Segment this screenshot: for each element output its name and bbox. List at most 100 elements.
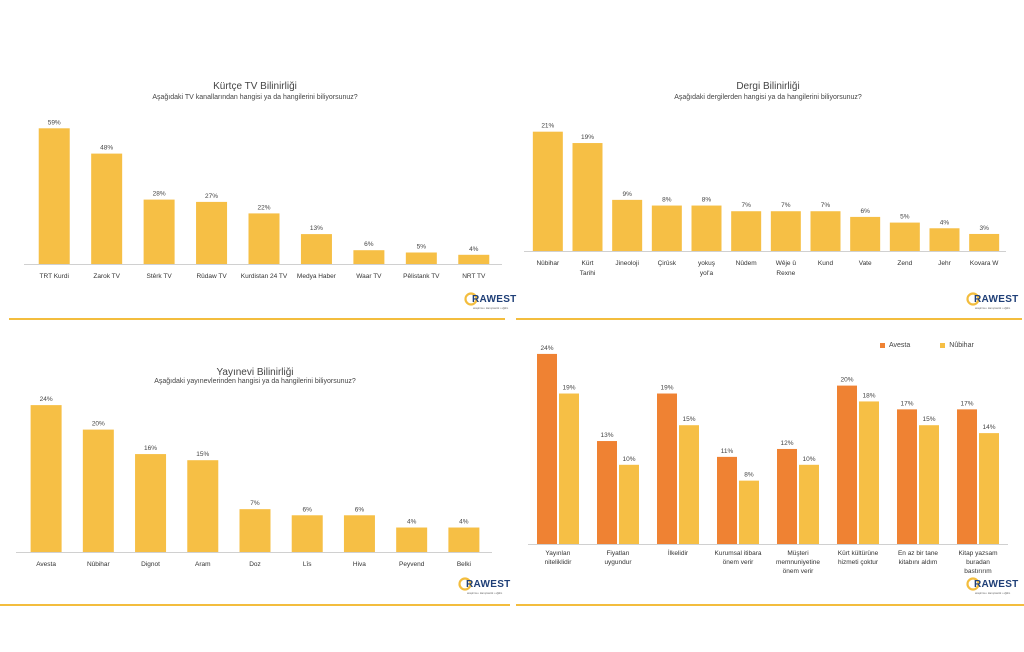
category-label-7: Kitap yazsam buradan bastırırım (958, 550, 997, 575)
tv-chart-title: Kürtçe TV Bilinirliği (213, 81, 297, 92)
category-label-1: Nûbihar (87, 561, 111, 568)
magazine-awareness-chart: 21% Nûbihar 19% Kürt Tarihi 9% Jineoloji 8% Çirû… (524, 123, 1006, 277)
rawest-logo-magazine: RAWEST araştırma • danışmanlık • eğitim (964, 290, 1018, 318)
bar-5 (291, 515, 323, 552)
bar-8 (448, 527, 480, 552)
nubihar-data-label-3: 8% (744, 472, 754, 479)
category-label-5: Nûdem (736, 260, 757, 267)
bar-5 (300, 234, 332, 264)
data-label-1: 19% (581, 134, 594, 141)
category-label-6: Waar TV (356, 273, 382, 280)
nubihar-data-label-7: 14% (982, 424, 995, 431)
data-label-5: 13% (310, 225, 323, 232)
category-label-1: Kürt Tarihi (580, 260, 596, 277)
bar-2 (143, 199, 175, 264)
nubihar-bar-4 (799, 464, 819, 544)
category-label-5: Lîs (303, 561, 312, 568)
bar-5 (731, 211, 762, 251)
category-label-1: Zarok TV (93, 273, 120, 280)
data-label-2: 16% (144, 445, 157, 452)
data-label-4: 22% (257, 204, 270, 211)
data-label-7: 4% (407, 519, 417, 526)
data-label-5: 7% (741, 202, 751, 209)
category-label-6: Hiva (353, 561, 366, 568)
bar-4 (691, 205, 722, 251)
separator-top-right (516, 318, 1022, 320)
nubihar-bar-3 (739, 480, 759, 544)
nubihar-data-label-2: 15% (682, 416, 695, 423)
category-label-4: yokuş yol'a (698, 260, 716, 277)
bar-3 (196, 201, 228, 264)
tv-chart-subtitle: Aşağıdaki TV kanallarından hangisi ya da… (152, 94, 358, 101)
category-label-6: Wêje û Rexne (776, 260, 797, 277)
publisher-chart-title: Yayınevi Bilinirliği (216, 367, 294, 378)
data-label-8: 6% (860, 208, 870, 215)
data-label-0: 24% (40, 396, 53, 403)
data-label-4: 8% (702, 197, 712, 204)
category-label-8: Vate (859, 260, 872, 267)
bar-10 (929, 228, 960, 251)
legend-nubihar: Nûbihar (940, 342, 974, 349)
data-label-9: 5% (900, 214, 910, 221)
nubihar-data-label-6: 15% (922, 416, 935, 423)
bar-0 (38, 128, 70, 264)
bar-1 (82, 429, 114, 552)
data-label-2: 9% (622, 191, 632, 198)
avesta-data-label-4: 12% (780, 440, 793, 447)
data-label-6: 6% (355, 506, 365, 513)
nubihar-bar-7 (979, 433, 999, 544)
bar-6 (770, 211, 801, 251)
avesta-data-label-3: 11% (721, 448, 734, 455)
data-label-7: 5% (417, 244, 427, 251)
nubihar-data-label-1: 10% (622, 456, 635, 463)
category-label-2: Stêrk TV (147, 273, 173, 280)
avesta-bar-4 (777, 448, 797, 544)
category-label-5: Medya Haber (297, 273, 337, 280)
bar-1 (91, 153, 123, 264)
avesta-bar-2 (657, 393, 677, 544)
avesta-data-label-5: 20% (840, 377, 853, 384)
rawest-logo-tv: RAWEST araştırma • danışmanlık • eğitim (462, 290, 516, 318)
data-label-6: 7% (781, 202, 791, 209)
category-label-8: Belki (457, 561, 471, 568)
category-label-2: Jineoloji (615, 260, 639, 267)
bar-1 (572, 143, 603, 251)
bar-7 (405, 252, 437, 264)
data-label-5: 6% (303, 506, 313, 513)
rawest-logo-publisher: RAWEST araştırma • danışmanlık • eğitim (456, 575, 510, 603)
data-label-3: 15% (196, 451, 209, 458)
data-label-11: 3% (979, 225, 989, 232)
category-label-5: Kürt kültürüne hizmeti çoktur (838, 550, 879, 566)
magazine-awareness-panel: Dergi Bilinirliği Aşağıdaki dergilerden … (512, 0, 1024, 325)
category-label-1: Fiyatları uygundur (604, 550, 632, 566)
separator-top-left (9, 318, 505, 320)
data-label-3: 8% (662, 197, 672, 204)
avesta-data-label-0: 24% (540, 345, 553, 352)
data-label-8: 4% (469, 246, 479, 253)
category-label-0: Avesta (36, 561, 56, 568)
data-label-3: 27% (205, 193, 218, 200)
nubihar-bar-1 (619, 464, 639, 544)
data-label-0: 21% (541, 123, 554, 130)
tv-awareness-chart: 59% TRT Kurdi 48% Zarok TV 28% Stêrk TV 27% Rûd… (24, 119, 502, 280)
bar-8 (458, 254, 490, 264)
nubihar-data-label-4: 10% (802, 456, 815, 463)
bar-9 (889, 222, 920, 251)
avesta-bar-6 (897, 409, 917, 544)
category-label-7: Pêlistank TV (403, 273, 440, 280)
data-label-2: 28% (153, 191, 166, 198)
bar-3 (187, 460, 219, 552)
nubihar-bar-2 (679, 425, 699, 544)
data-label-0: 59% (48, 119, 61, 126)
avesta-bar-1 (597, 441, 617, 544)
bar-0 (532, 131, 563, 251)
bar-2 (612, 199, 643, 251)
avesta-bar-5 (837, 385, 857, 544)
category-label-10: Jehr (938, 260, 951, 267)
avesta-bar-7 (957, 409, 977, 544)
data-label-4: 7% (250, 500, 260, 507)
separator-bottom-left (0, 604, 510, 606)
bar-0 (30, 405, 62, 552)
nubihar-data-label-0: 19% (562, 385, 575, 392)
